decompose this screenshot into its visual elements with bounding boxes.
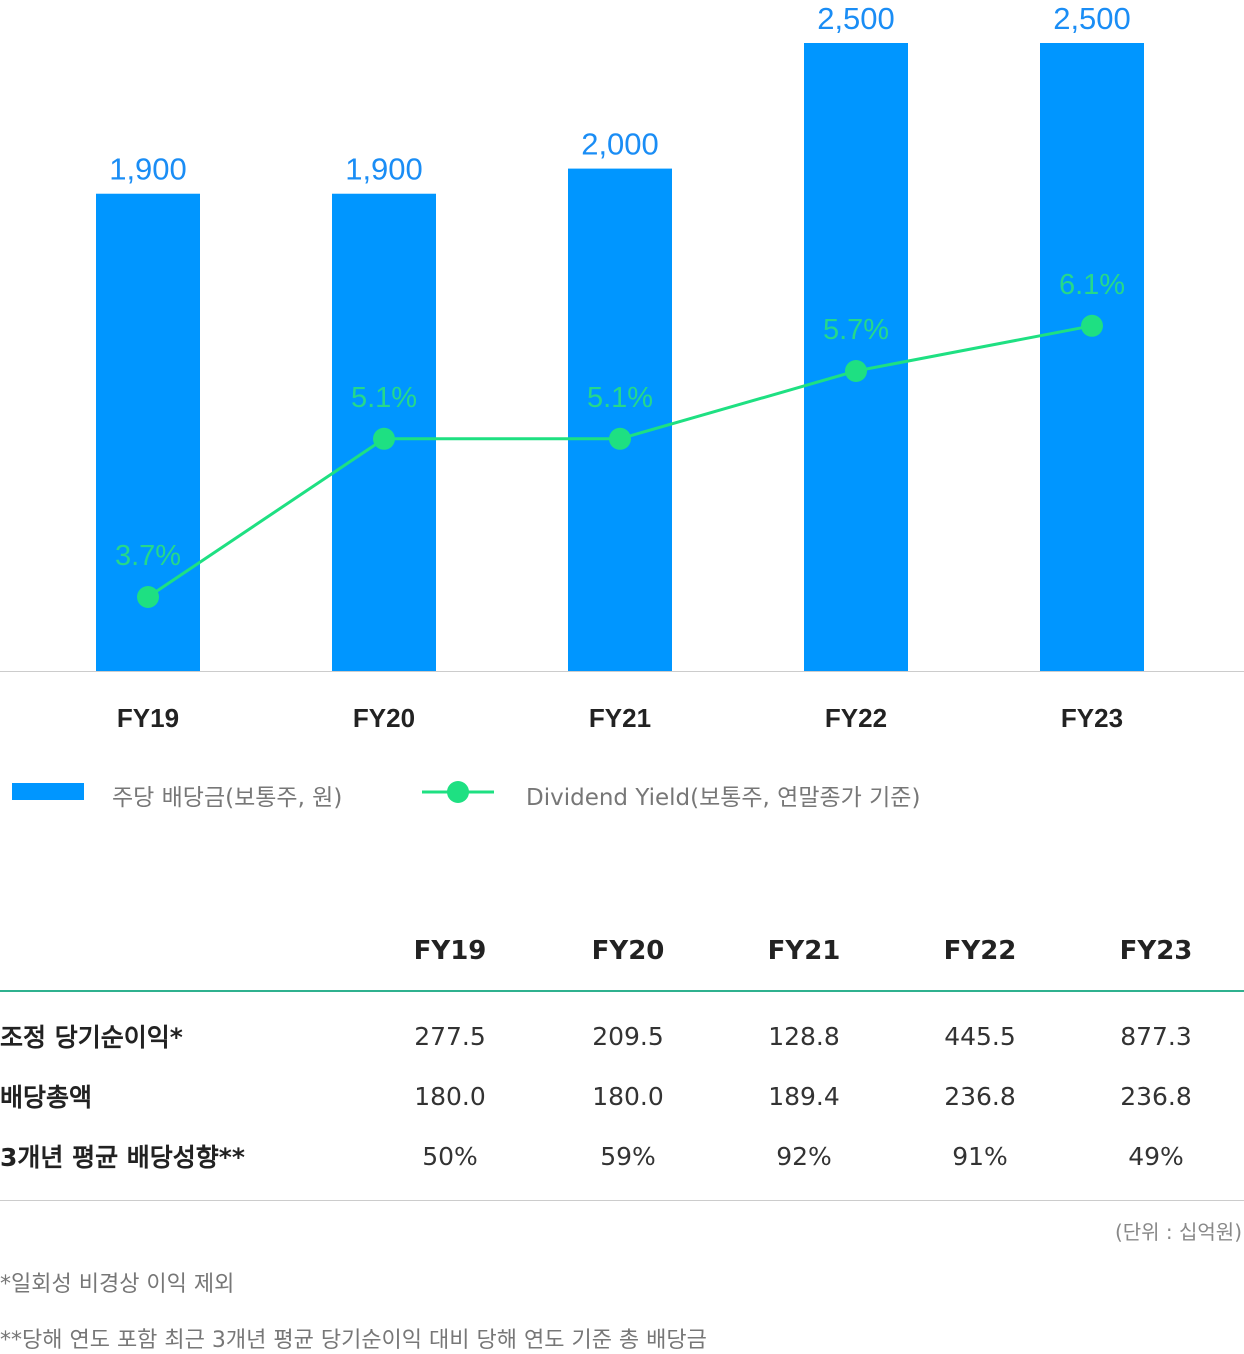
- yield-value-label: 5.7%: [823, 314, 889, 346]
- table-header-cell: FY21: [716, 912, 892, 992]
- table-cell: 49%: [1128, 1141, 1184, 1171]
- unit-note: (단위 : 십억원): [1114, 1220, 1242, 1244]
- x-tick-label: FY22: [825, 703, 887, 733]
- table-header-row: FY19 FY20 FY21 FY22 FY23: [0, 912, 1244, 992]
- yield-point: [137, 586, 159, 608]
- table-row: 배당총액 180.0 180.0 189.4 236.8 236.8: [0, 1066, 1244, 1126]
- table-row: 3개년 평균 배당성향** 50% 59% 92% 91% 49%: [0, 1126, 1244, 1201]
- table-cell: 50%: [422, 1141, 478, 1171]
- legend-bar-label: 주당 배당금(보통주, 원): [112, 785, 343, 811]
- bar: [568, 168, 672, 671]
- bar: [804, 43, 908, 671]
- table-header-cell: FY23: [1068, 912, 1244, 992]
- bar-value-label: 1,900: [345, 152, 423, 187]
- yield-value-label: 6.1%: [1059, 269, 1125, 301]
- table-cell: 128.8: [768, 1021, 840, 1051]
- x-tick-label: FY23: [1061, 703, 1123, 733]
- yield-point: [1081, 314, 1103, 337]
- table-cell: 92%: [776, 1141, 832, 1171]
- yield-value-label: 3.7%: [115, 540, 181, 572]
- table-cell: 189.4: [768, 1081, 840, 1111]
- table-cell: 91%: [952, 1141, 1008, 1171]
- legend-bar-swatch: [12, 783, 84, 800]
- table-cell: 236.8: [1120, 1081, 1192, 1111]
- table-row: 조정 당기순이익* 277.5 209.5 128.8 445.5 877.3: [0, 991, 1244, 1066]
- row-label: 3개년 평균 배당성향**: [0, 1143, 245, 1172]
- row-label: 조정 당기순이익*: [0, 1023, 183, 1052]
- table-cell: 180.0: [414, 1081, 486, 1111]
- table-cell: 236.8: [944, 1081, 1016, 1111]
- financial-table: FY19 FY20 FY21 FY22 FY23 조정 당기순이익* 277.5…: [0, 912, 1244, 1201]
- yield-value-label: 5.1%: [587, 382, 653, 414]
- table-header-cell: FY20: [540, 912, 716, 992]
- table-header-cell: [0, 912, 360, 992]
- legend-line-label: Dividend Yield(보통주, 연말종가 기준): [526, 785, 921, 811]
- bar-value-label: 2,000: [581, 127, 659, 162]
- yield-point: [373, 427, 395, 450]
- bar-value-label: 1,900: [109, 152, 187, 187]
- x-tick-label: FY20: [353, 703, 415, 733]
- table-cell: 59%: [600, 1141, 656, 1171]
- bar-value-label: 2,500: [817, 1, 895, 36]
- x-tick-label: FY19: [117, 703, 179, 733]
- table-header-cell: FY22: [892, 912, 1068, 992]
- yield-point: [609, 427, 631, 450]
- x-tick-label: FY21: [589, 703, 651, 733]
- bar-value-label: 2,500: [1053, 1, 1131, 36]
- table-cell: 209.5: [592, 1021, 664, 1051]
- legend-line-swatch: [422, 781, 494, 803]
- footnote-2: **당해 연도 포함 최근 3개년 평균 당기순이익 대비 당해 연도 기준 총…: [0, 1328, 707, 1353]
- yield-value-label: 5.1%: [351, 382, 417, 414]
- table-cell: 445.5: [944, 1021, 1016, 1051]
- table-header-cell: FY19: [360, 912, 540, 992]
- table-cell: 877.3: [1120, 1021, 1192, 1051]
- yield-point: [845, 360, 867, 382]
- bar: [1040, 43, 1144, 671]
- table-cell: 180.0: [592, 1081, 664, 1111]
- row-label: 배당총액: [0, 1083, 93, 1112]
- table-cell: 277.5: [414, 1021, 486, 1051]
- chart-legend: 주당 배당금(보통주, 원) Dividend Yield(보통주, 연말종가 …: [0, 774, 1244, 814]
- dividend-chart: 1,900 1,900 2,000 2,500 2,500 3.7% 5.1% 5.1% 5.7…: [0, 1, 1244, 733]
- footnote-1: *일회성 비경상 이익 제외: [0, 1272, 235, 1297]
